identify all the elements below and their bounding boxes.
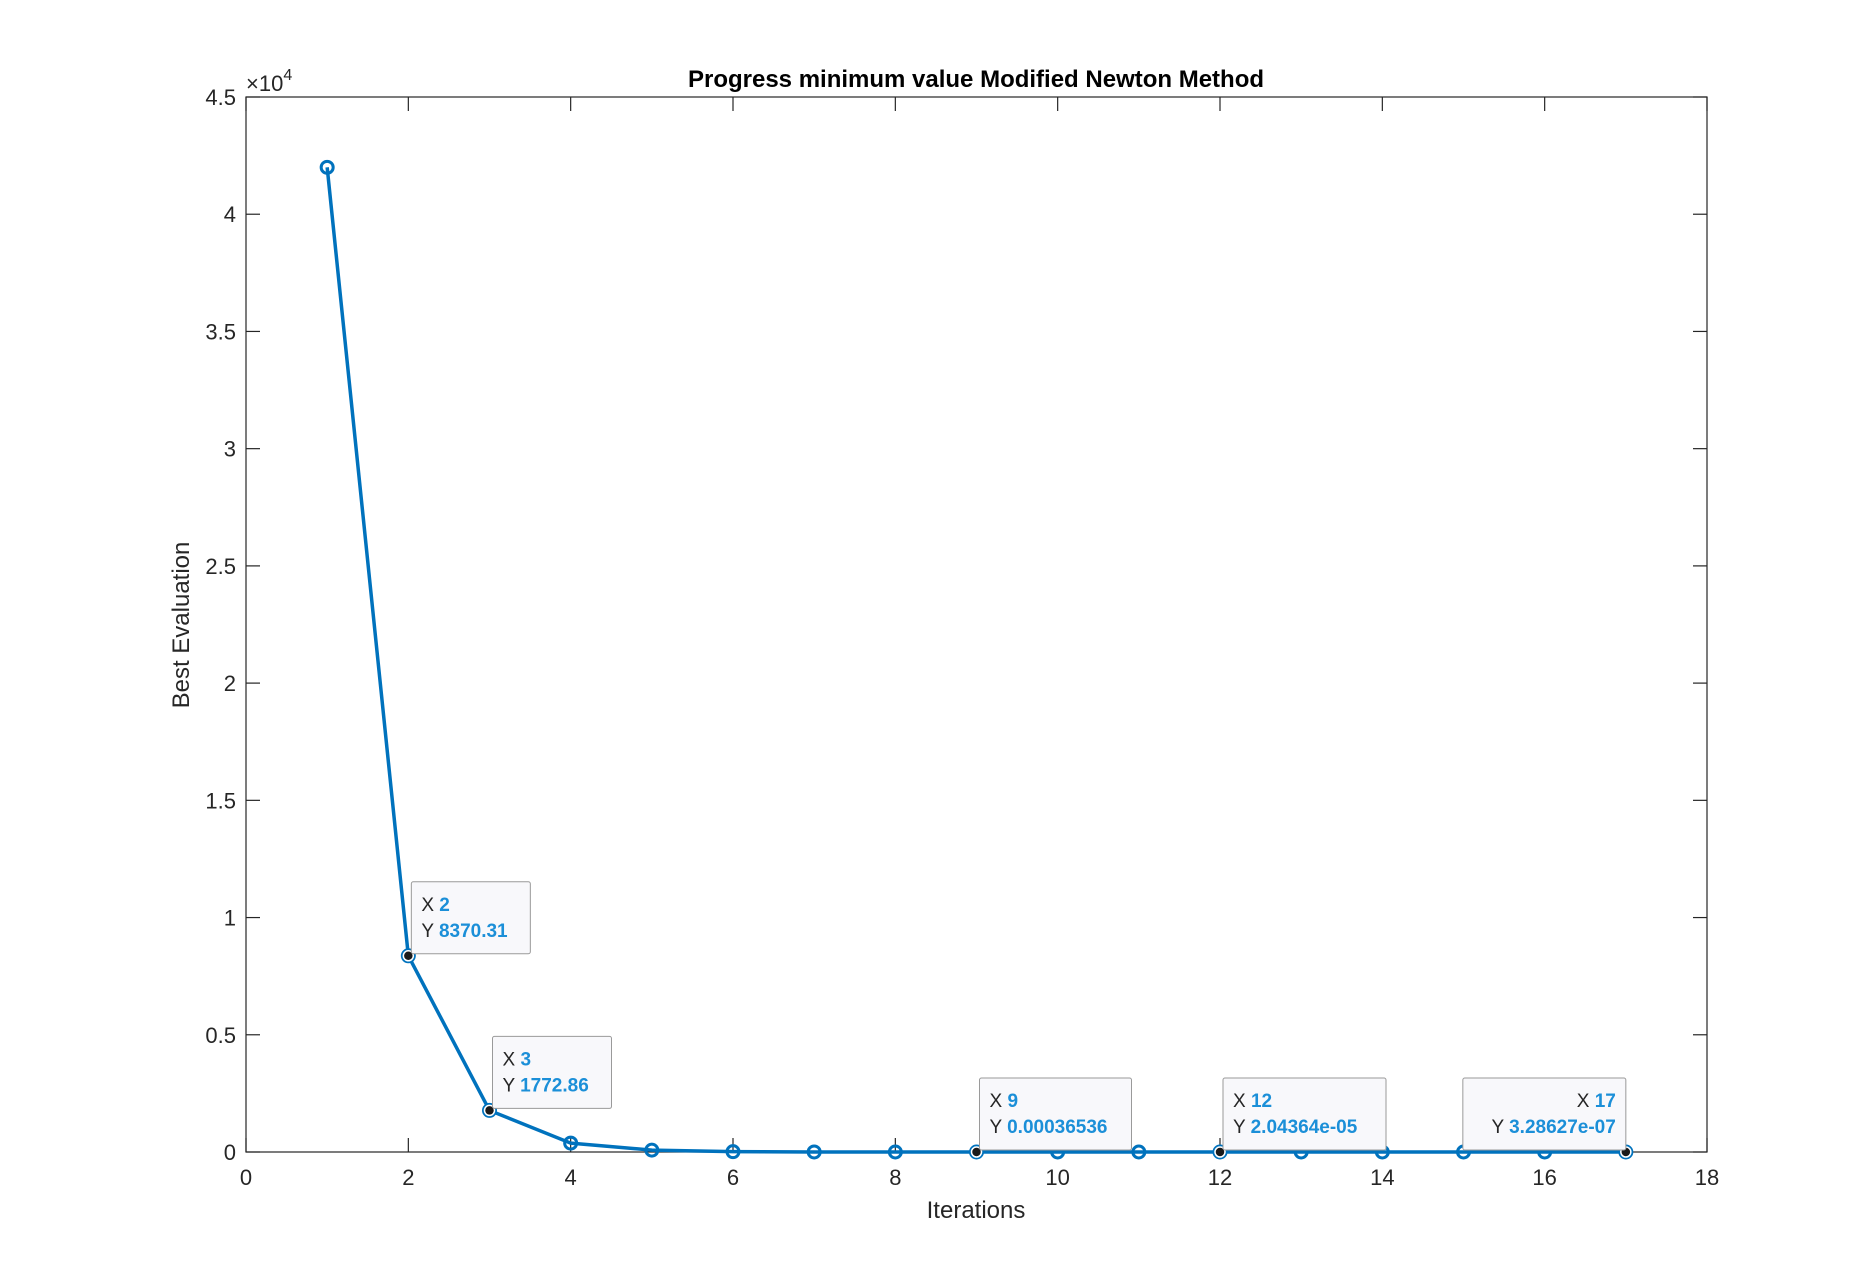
y-axis-exponent: ×104 bbox=[246, 67, 292, 96]
datatip-y-key: Y bbox=[503, 1075, 521, 1096]
x-tick-label: 2 bbox=[402, 1165, 414, 1190]
datatip-x-value: 12 bbox=[1251, 1091, 1272, 1112]
y-tick-label: 1 bbox=[224, 906, 236, 931]
x-tick-label: 8 bbox=[889, 1165, 901, 1190]
y-tick-label: 4 bbox=[224, 202, 236, 227]
x-tick-label: 18 bbox=[1695, 1165, 1719, 1190]
datatips: X 2Y 8370.31X 3Y 1772.86X 9Y 0.00036536X… bbox=[402, 881, 1632, 1158]
datatip-x-row: X 2 bbox=[421, 895, 450, 916]
y-tick-label: 2 bbox=[224, 671, 236, 696]
datatip-y-key: Y bbox=[990, 1117, 1008, 1138]
datatip-marker bbox=[1214, 1146, 1226, 1158]
data-point bbox=[725, 1144, 741, 1160]
data-point bbox=[319, 159, 335, 175]
datatip-box bbox=[979, 1077, 1132, 1151]
data-point bbox=[806, 1144, 822, 1160]
datatip-x-row: X 3 bbox=[503, 1049, 532, 1070]
x-tick-label: 0 bbox=[240, 1165, 252, 1190]
y-tick-label: 4.5 bbox=[205, 85, 236, 110]
datatip-y-row: Y 3.28627e-07 bbox=[1492, 1117, 1616, 1138]
datatip-box bbox=[1222, 1077, 1387, 1151]
x-axis-title: Iterations bbox=[927, 1197, 1026, 1224]
datatip-y-key: Y bbox=[421, 921, 439, 942]
datatip-x-row: X 12 bbox=[1233, 1091, 1272, 1112]
datatip-box bbox=[492, 1035, 612, 1109]
y-tick-label: 0.5 bbox=[205, 1023, 236, 1048]
datatip-y-row: Y 8370.31 bbox=[421, 921, 508, 942]
y-exponent-base: ×10 bbox=[246, 71, 283, 96]
datatip-marker bbox=[483, 1104, 496, 1117]
y-tick-label: 2.5 bbox=[205, 554, 236, 579]
data-point bbox=[563, 1135, 579, 1151]
datatip-x-key: X bbox=[1577, 1091, 1595, 1112]
datatip-y-row: Y 0.00036536 bbox=[990, 1117, 1108, 1138]
x-tick-label: 10 bbox=[1045, 1165, 1069, 1190]
ticks: 0 2 4 6 8 10 12 14 16 18 0 0.5 1 1.5 2 2.5 3 3.5 4 4.5 bbox=[205, 85, 1719, 1190]
x-tick-label: 14 bbox=[1370, 1165, 1394, 1190]
datatip-y-value: 8370.31 bbox=[439, 921, 508, 942]
x-tick-label: 4 bbox=[565, 1165, 577, 1190]
datatip-y-value: 2.04364e-05 bbox=[1251, 1117, 1358, 1138]
chart-title: Progress minimum value Modified Newton M… bbox=[688, 66, 1264, 93]
datatip-x-value: 2 bbox=[439, 895, 450, 916]
datatip-x-key: X bbox=[1233, 1091, 1251, 1112]
datatip-y-value: 3.28627e-07 bbox=[1509, 1117, 1616, 1138]
y-tick-label: 1.5 bbox=[205, 788, 236, 813]
datatip-box bbox=[410, 881, 531, 955]
datatip-y-value: 0.00036536 bbox=[1007, 1117, 1107, 1138]
y-tick-label: 0 bbox=[224, 1140, 236, 1165]
data-point bbox=[400, 948, 416, 964]
datatip-y-value: 1772.86 bbox=[520, 1075, 589, 1096]
data-point bbox=[969, 1144, 984, 1160]
datatip-y-row: Y 2.04364e-05 bbox=[1233, 1117, 1358, 1138]
plot-box bbox=[245, 96, 1708, 1153]
datatip-y-key: Y bbox=[1233, 1117, 1251, 1138]
x-tick-label: 6 bbox=[727, 1165, 739, 1190]
datatip-x-key: X bbox=[421, 895, 439, 916]
data-point bbox=[1212, 1144, 1228, 1160]
series bbox=[319, 159, 1634, 1160]
datatip-y-row: Y 1772.86 bbox=[503, 1075, 589, 1096]
data-point bbox=[482, 1102, 497, 1118]
y-exponent-power: 4 bbox=[283, 67, 292, 84]
x-tick-label: 12 bbox=[1208, 1165, 1232, 1190]
y-axis-title: Best Evaluation bbox=[168, 542, 195, 709]
series-line bbox=[325, 167, 1626, 1154]
y-tick-label: 3 bbox=[224, 437, 236, 462]
datatip-marker bbox=[970, 1146, 983, 1158]
datatip-x-value: 17 bbox=[1595, 1091, 1616, 1112]
data-point bbox=[1131, 1144, 1147, 1160]
data-point bbox=[644, 1142, 660, 1158]
datatip-y-key: Y bbox=[1492, 1117, 1510, 1138]
data-point bbox=[887, 1144, 903, 1160]
datatip-box bbox=[1462, 1077, 1627, 1151]
datatip-x-row: X 17 bbox=[1577, 1091, 1616, 1112]
datatip-x-value: 9 bbox=[1007, 1091, 1018, 1112]
datatip-x-row: X 9 bbox=[990, 1091, 1019, 1112]
axes-frame bbox=[245, 96, 1708, 1153]
y-tick-label: 3.5 bbox=[205, 319, 236, 344]
datatip-x-key: X bbox=[990, 1091, 1008, 1112]
x-tick-label: 16 bbox=[1532, 1165, 1556, 1190]
datatip-x-key: X bbox=[503, 1049, 521, 1070]
datatip-x-value: 3 bbox=[520, 1049, 531, 1070]
datatip-marker bbox=[402, 950, 415, 962]
